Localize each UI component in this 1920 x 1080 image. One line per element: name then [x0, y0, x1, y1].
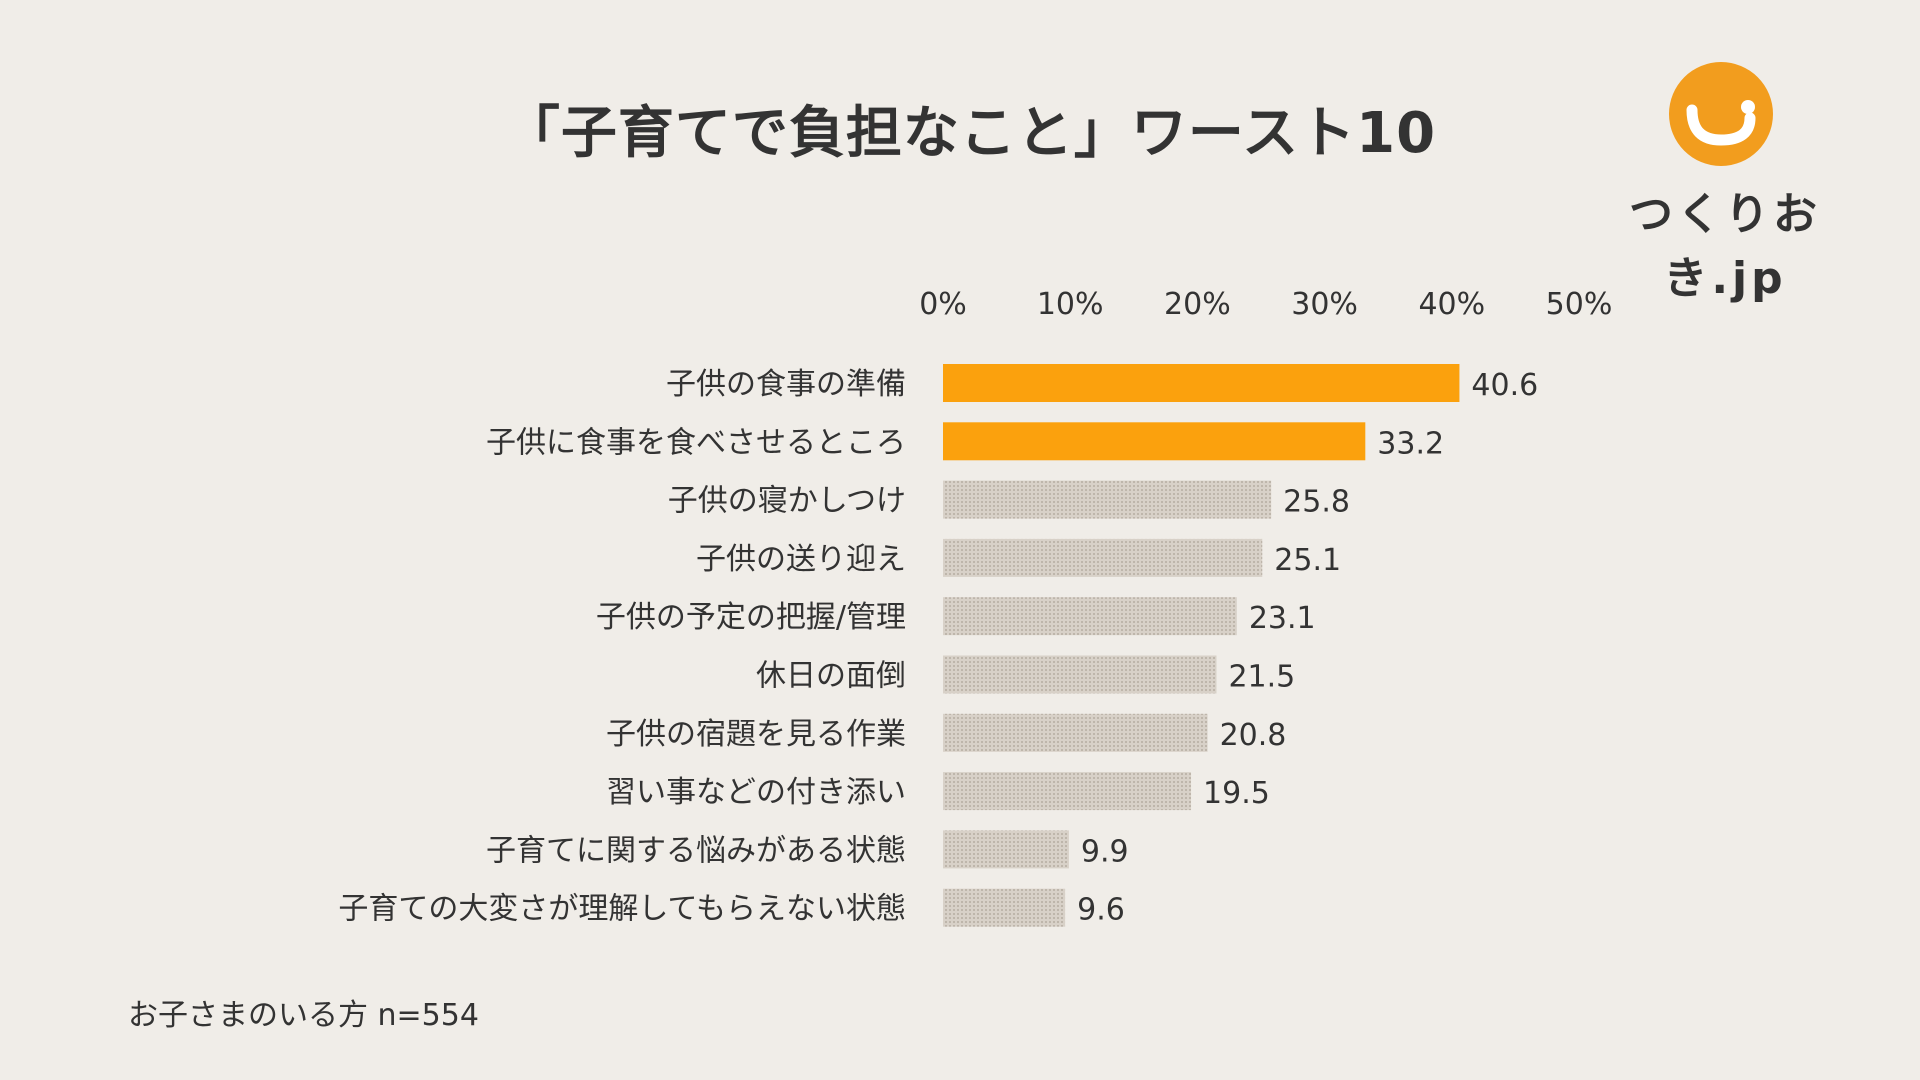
- x-tick-label: 10%: [1037, 287, 1104, 322]
- value-label: 40.6: [1471, 368, 1538, 403]
- smile-eye-icon: [1741, 100, 1755, 114]
- category-label: 子供の寝かしつけ: [668, 484, 906, 519]
- bar: [943, 480, 1272, 519]
- bar: [943, 888, 1066, 927]
- x-tick-label: 30%: [1291, 287, 1358, 322]
- bar: [943, 364, 1460, 402]
- category-label: 子育てに関する悩みがある状態: [486, 833, 906, 868]
- horizontal-bar-chart: 0% 10% 20% 30% 40% 50% 子供の食事の準備 40.6 子供に食事を食べさせ…: [338, 287, 1612, 928]
- bars: 子供の食事の準備 40.6 子供に食事を食べさせるところ 33.2 子供の寝かしつけ 25…: [338, 364, 1538, 928]
- value-label: 9.9: [1081, 834, 1129, 869]
- category-label: 休日の面倒: [756, 659, 906, 694]
- bar: [943, 772, 1192, 811]
- category-label: 子供の宿題を見る作業: [606, 717, 906, 752]
- sample-note: お子さまのいる方 n=554: [128, 998, 479, 1033]
- bar: [943, 538, 1263, 577]
- logo-mark: [1669, 62, 1773, 166]
- value-label: 19.5: [1203, 776, 1270, 811]
- value-label: 25.1: [1274, 543, 1341, 578]
- logo-text: つくりおき.jp: [1629, 189, 1821, 304]
- category-label: 子供の食事の準備: [666, 367, 906, 402]
- value-label: 33.2: [1377, 426, 1444, 461]
- chart-title: 「子育てで負担なこと」ワースト10: [503, 101, 1437, 166]
- value-label: 25.8: [1283, 485, 1350, 520]
- bar: [943, 655, 1217, 694]
- x-tick-label: 20%: [1164, 287, 1231, 322]
- category-label: 子供の送り迎え: [696, 542, 906, 577]
- bar: [943, 830, 1069, 869]
- x-axis-ticks: 0% 10% 20% 30% 40% 50%: [919, 287, 1612, 322]
- value-label: 21.5: [1228, 660, 1295, 695]
- category-label: 子育ての大変さが理解してもらえない状態: [338, 892, 906, 927]
- x-tick-label: 0%: [919, 287, 967, 322]
- category-label: 子供の予定の把握/管理: [596, 600, 906, 635]
- value-label: 9.6: [1077, 893, 1125, 928]
- category-label: 習い事などの付き添い: [606, 775, 906, 810]
- smile-mouth-icon: [1686, 104, 1756, 146]
- value-label: 23.1: [1249, 601, 1316, 636]
- bar: [943, 597, 1237, 636]
- category-label: 子供に食事を食べさせるところ: [486, 425, 906, 460]
- smile-circle-icon: [1669, 62, 1773, 166]
- x-tick-label: 50%: [1546, 287, 1613, 322]
- value-label: 20.8: [1220, 718, 1287, 753]
- bar: [943, 713, 1208, 752]
- x-tick-label: 40%: [1418, 287, 1485, 322]
- bar: [943, 422, 1366, 461]
